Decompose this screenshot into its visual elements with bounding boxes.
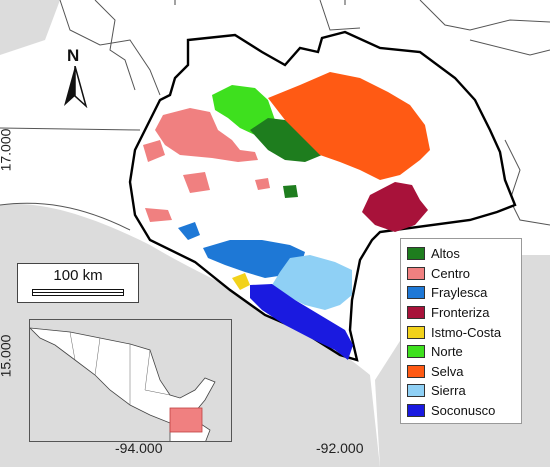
region-centro [143,108,270,222]
legend-label: Fraylesca [431,285,488,301]
region-istmo-costa [232,273,250,290]
legend-label: Fronteriza [431,305,490,321]
north-arrow-icon [64,66,88,108]
legend-swatch [407,286,425,300]
legend-swatch [407,266,425,280]
legend-item: Altos [407,244,515,264]
north-arrow: N [60,46,90,108]
legend-item: Fraylesca [407,283,515,303]
legend-label: Centro [431,265,471,281]
sea-area-north [0,0,60,55]
legend-swatch [407,306,425,320]
north-label: N [67,46,80,65]
region-selva [268,72,430,180]
legend-label: Norte [431,344,463,360]
legend-label: Istmo-Costa [431,324,502,340]
scale-label: 100 km [53,267,103,284]
legend-item: Sierra [407,381,515,401]
scale-bar: 100 km [17,263,139,303]
legend-item: Norte [407,342,515,362]
neighbor-boundaries [0,0,550,231]
legend-label: Selva [431,363,464,379]
legend-item: Fronteriza [407,303,515,323]
legend-swatch [407,247,425,261]
region-sierra [272,255,352,310]
legend-swatch [407,384,425,398]
legend-swatch [407,345,425,359]
legend: Altos Centro Fraylesca Fronteriza Istmo-Cost… [400,238,522,424]
legend-label: Sierra [431,383,466,399]
inset-highlight [169,407,203,433]
inset-map-svg [30,320,231,441]
legend-item: Istmo-Costa [407,322,515,342]
x-tick-label: -92.000 [316,440,364,456]
legend-label: Altos [431,246,460,262]
legend-swatch [407,364,425,378]
legend-item: Centro [407,264,515,284]
region-altos [250,118,322,198]
y-tick-label: 15.000 [0,334,14,378]
legend-item: Soconusco [407,401,515,421]
legend-swatch [407,404,425,418]
scale-line-mid [32,292,124,293]
legend-item: Selva [407,362,515,382]
region-norte [212,85,275,135]
inset-map [29,319,232,442]
legend-swatch [407,325,425,339]
legend-label: Soconusco [431,403,496,419]
region-soconusco [250,284,353,360]
region-fronteriza [362,182,428,232]
region-fraylesca [178,222,305,278]
x-tick-label: -94.000 [115,440,163,456]
y-tick-label: 17.000 [0,128,14,172]
